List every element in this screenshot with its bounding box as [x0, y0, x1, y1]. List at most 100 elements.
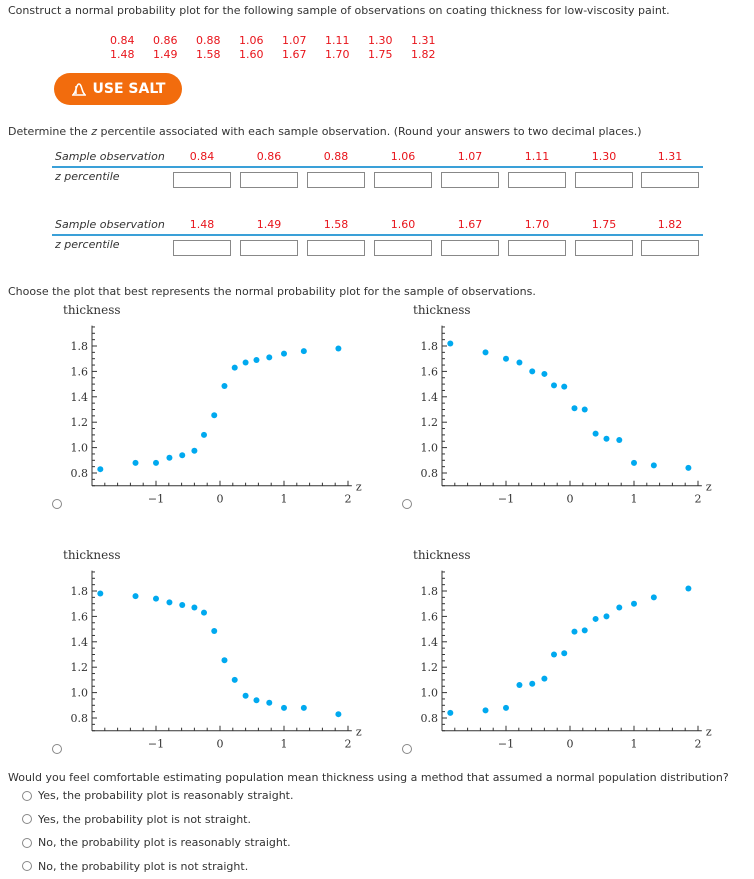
observation-header: 1.67 [457, 218, 483, 231]
normal-plot-option-4: −1 0 1 2 0.8 1.0 1.2 1.4 1.6 1.8 thickness z [390, 545, 720, 765]
x-tick-label: −1 [498, 493, 514, 506]
x-tick-label: 2 [695, 738, 702, 751]
observation-value: 1.31 [411, 34, 436, 47]
z-percentile-input[interactable] [575, 172, 633, 188]
z-percentile-input[interactable] [441, 172, 499, 188]
observation-header: 1.49 [256, 218, 282, 231]
x-tick-label: 2 [345, 493, 352, 506]
observation-value: 1.06 [239, 34, 264, 47]
y-tick-label: 1.8 [71, 340, 89, 353]
data-point [551, 382, 557, 389]
answer-option[interactable]: No, the probability plot is reasonably s… [22, 836, 291, 849]
z-percentile-label: z percentile [55, 238, 120, 251]
data-point [561, 383, 568, 390]
x-tick-label: 1 [631, 493, 638, 506]
y-tick-label: 0.8 [71, 467, 89, 480]
answer-option[interactable]: No, the probability plot is not straight… [22, 860, 248, 873]
data-point [529, 368, 536, 375]
observation-value: 0.84 [110, 34, 135, 47]
y-axis-label: thickness [413, 303, 471, 317]
plot-option-radio[interactable] [402, 499, 412, 509]
z-percentile-input[interactable] [374, 240, 432, 256]
y-tick-label: 1.8 [421, 340, 439, 353]
observation-value: 1.82 [411, 48, 436, 61]
observation-header: 1.58 [323, 218, 349, 231]
y-tick-label: 1.2 [71, 416, 89, 429]
z-percentile-input[interactable] [641, 240, 699, 256]
data-point [592, 615, 599, 622]
radio-button[interactable] [22, 814, 32, 824]
observation-header: 1.31 [657, 150, 683, 163]
plot-option-radio[interactable] [402, 744, 412, 754]
y-axis-label: thickness [63, 548, 121, 562]
instruction-z: z [91, 125, 97, 138]
z-percentile-input[interactable] [240, 240, 298, 256]
normal-plot-svg: −1 0 1 2 0.8 1.0 1.2 1.4 1.6 1.8 thickness z [63, 303, 362, 506]
answer-option[interactable]: Yes, the probability plot is not straigh… [22, 813, 251, 826]
data-point [97, 466, 104, 473]
data-point [153, 595, 159, 602]
x-tick-label: 1 [631, 738, 638, 751]
answer-option[interactable]: Yes, the probability plot is reasonably … [22, 789, 293, 802]
data-point [191, 604, 198, 611]
data-point [631, 459, 637, 466]
z-percentile-input[interactable] [508, 172, 566, 188]
plot-option-radio[interactable] [52, 499, 62, 509]
y-tick-label: 1.6 [421, 365, 439, 378]
data-point [231, 676, 238, 683]
data-point [166, 454, 173, 461]
data-point [447, 340, 454, 347]
y-tick-label: 1.6 [421, 610, 439, 623]
observation-value: 0.86 [153, 34, 178, 47]
z-percentile-input[interactable] [641, 172, 699, 188]
sample-observation-label: Sample observation [55, 218, 165, 231]
observation-header: 1.75 [591, 218, 617, 231]
y-axis-label: thickness [63, 303, 121, 317]
observation-header: 0.86 [256, 150, 282, 163]
x-tick-label: 0 [217, 493, 224, 506]
observation-value: 1.58 [196, 48, 221, 61]
z-percentile-input[interactable] [575, 240, 633, 256]
plot-option-radio[interactable] [52, 744, 62, 754]
data-point [561, 650, 568, 657]
data-point [603, 435, 610, 442]
z-percentile-input[interactable] [307, 240, 365, 256]
radio-button[interactable] [22, 861, 32, 871]
data-point [571, 405, 578, 412]
observation-value: 0.88 [196, 34, 221, 47]
observation-value: 1.49 [153, 48, 178, 61]
data-point [242, 359, 249, 366]
option-label: No, the probability plot is not straight… [38, 859, 249, 873]
data-point [503, 355, 509, 362]
normal-plot-option-1: −1 0 1 2 0.8 1.0 1.2 1.4 1.6 1.8 thickness z [40, 300, 370, 520]
table-header-row: Sample observation 1.48 1.49 1.58 1.60 1.67 1.… [52, 216, 703, 236]
y-tick-label: 1.0 [71, 687, 89, 700]
option-label: Yes, the probability plot is reasonably … [38, 789, 294, 802]
z-percentile-input[interactable] [240, 172, 298, 188]
radio-button[interactable] [22, 837, 32, 848]
x-axis-label: z [706, 481, 712, 494]
instruction: Determine the z percentile associated wi… [8, 125, 642, 138]
data-point [616, 604, 623, 611]
z-percentile-input[interactable] [307, 172, 365, 188]
z-percentile-input[interactable] [441, 240, 499, 256]
sample-observation-label: Sample observation [55, 150, 165, 163]
table-input-row: z percentile [52, 168, 703, 192]
z-percentile-input[interactable] [374, 172, 432, 188]
y-tick-label: 1.4 [71, 636, 89, 649]
y-tick-label: 1.8 [421, 585, 439, 598]
data-point [300, 704, 307, 711]
observation-header: 1.07 [457, 150, 483, 163]
radio-button[interactable] [22, 790, 32, 801]
z-percentile-input[interactable] [173, 240, 231, 256]
x-tick-label: −1 [498, 738, 514, 751]
y-tick-label: 1.0 [421, 442, 439, 455]
use-salt-button[interactable]: USE SALT [54, 73, 182, 105]
observation-value: 1.30 [368, 34, 393, 47]
data-point [447, 709, 454, 716]
z-percentile-input[interactable] [508, 240, 566, 256]
observation-header: 1.70 [524, 218, 550, 231]
data-point [300, 348, 307, 355]
observation-header: 0.84 [189, 150, 215, 163]
z-percentile-input[interactable] [173, 172, 231, 188]
